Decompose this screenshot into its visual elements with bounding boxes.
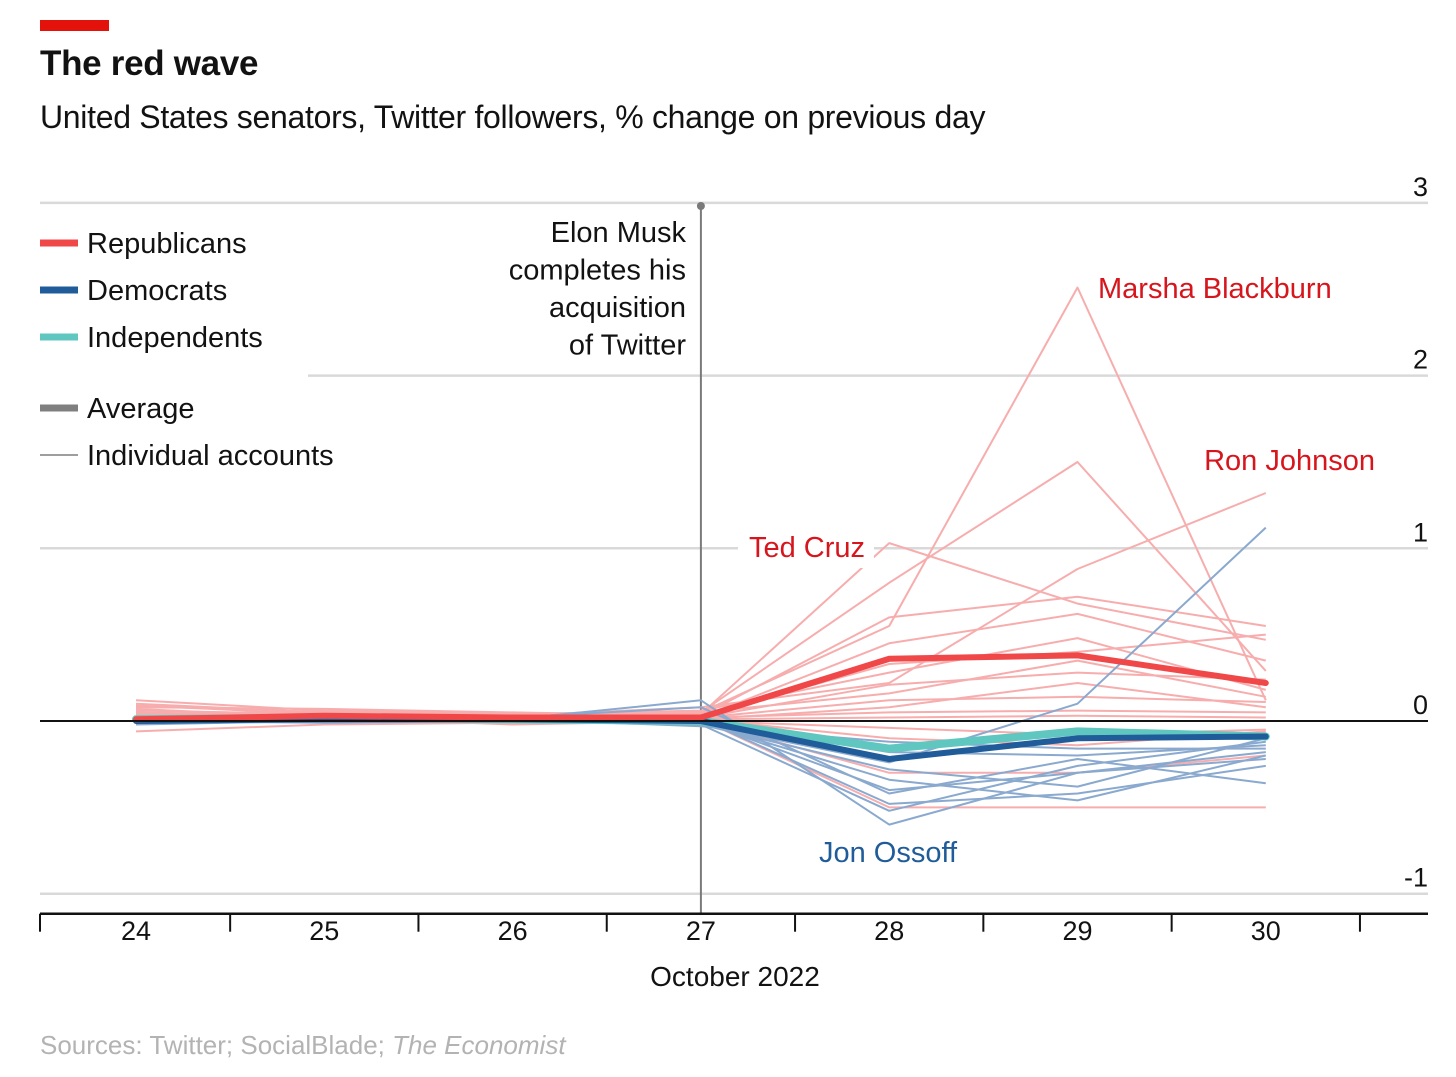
y-tick-label-1: 1	[1413, 517, 1428, 547]
x-axis: 24 25 26 27 28 29 30 October 2022	[39, 720, 1428, 992]
legend-item-individual-accounts: Individual accounts	[40, 440, 334, 472]
legend-item-republicans-label: Republicans	[87, 228, 247, 260]
x-axis-label: October 2022	[650, 961, 820, 992]
accent-bar	[40, 20, 109, 31]
legend-item-republicans: Republicans	[40, 228, 247, 260]
event-line-dot	[696, 202, 705, 210]
label-jon-ossoff: Jon Ossoff	[819, 837, 958, 869]
x-tick-label-24: 24	[121, 916, 151, 946]
x-tick-label-30: 30	[1251, 916, 1281, 946]
label-ron-johnson: Ron Johnson	[1204, 445, 1375, 477]
event-annotation-line-1: Elon Musk	[551, 217, 687, 249]
x-tick-label-25: 25	[309, 916, 339, 946]
legend-item-average-label: Average	[87, 393, 195, 425]
x-tick-label-27: 27	[686, 916, 716, 946]
x-tick-label-28: 28	[874, 916, 904, 946]
event-annotation-line-4: of Twitter	[569, 330, 686, 362]
y-tick-label-3: 3	[1413, 172, 1428, 202]
y-tick-label--1: -1	[1404, 863, 1428, 893]
legend-item-independents: Independents	[40, 322, 263, 354]
legend-item-democrats-label: Democrats	[87, 275, 227, 307]
source-publication: The Economist	[392, 1030, 566, 1060]
label-ted-cruz-halo	[738, 526, 874, 568]
y-tick-label-0: 0	[1413, 690, 1428, 720]
legend-item-average: Average	[40, 393, 195, 425]
event-annotation-line-3: acquisition	[549, 292, 686, 324]
chart-subtitle: United States senators, Twitter follower…	[40, 99, 986, 135]
annotation-labels: Marsha Blackburn Ron Johnson Ted Cruz Jon O…	[738, 273, 1375, 869]
x-tick-label-26: 26	[498, 916, 528, 946]
legend-item-individual-accounts-label: Individual accounts	[87, 440, 334, 472]
legend-item-independents-label: Independents	[87, 322, 263, 354]
source-note: Sources: Twitter; SocialBlade; The Econo…	[40, 1030, 566, 1061]
label-marsha-blackburn: Marsha Blackburn	[1098, 273, 1332, 305]
average-line-republicans	[133, 652, 1269, 723]
label-ted-cruz: Ted Cruz	[749, 532, 865, 564]
event-layer: Elon Musk completes his acquisition of Twit…	[509, 202, 705, 914]
chart-title: The red wave	[40, 44, 259, 83]
legend: Republicans Democrats Independents Average I…	[40, 228, 334, 472]
source-prefix: Sources: Twitter; SocialBlade;	[40, 1030, 393, 1060]
y-tick-label-2: 2	[1413, 345, 1428, 375]
x-tick-label-29: 29	[1062, 916, 1092, 946]
event-annotation-line-2: completes his	[509, 255, 686, 287]
legend-item-democrats: Democrats	[40, 275, 227, 307]
